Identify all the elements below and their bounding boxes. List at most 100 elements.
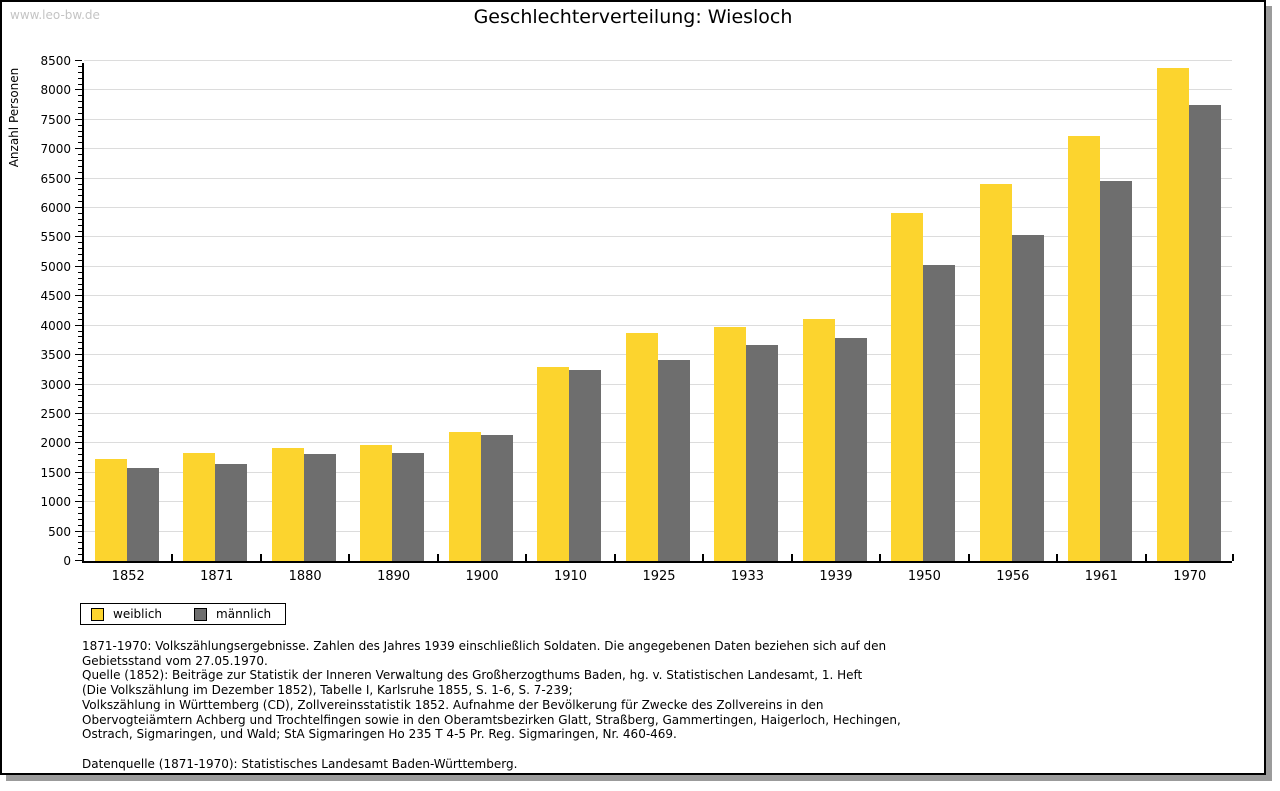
y-minor-tick (78, 454, 82, 456)
y-minor-tick (78, 424, 82, 426)
x-label-1956: 1956 (996, 569, 1030, 584)
bar-männlich-1900 (480, 435, 513, 561)
y-minor-tick (78, 448, 82, 450)
y-minor-tick (78, 260, 82, 261)
gridline-y-7000 (84, 148, 1232, 150)
x-boundary-tick (525, 554, 528, 561)
note-line: Quelle (1852): Beiträge zur Statistik de… (82, 668, 863, 683)
y-tick-0 (75, 560, 82, 561)
bar-weiblich-1950 (891, 213, 924, 561)
y-minor-tick (78, 277, 82, 279)
y-minor-tick (78, 548, 82, 550)
y-tick-label-0: 0 (63, 554, 71, 568)
x-boundary-tick (967, 554, 970, 561)
y-minor-tick (78, 395, 82, 397)
y-minor-tick (78, 165, 82, 167)
y-minor-tick (78, 171, 82, 173)
y-minor-tick (78, 189, 82, 191)
y-minor-tick (78, 377, 82, 379)
y-tick-3500 (75, 354, 82, 356)
y-tick-label-4500: 4500 (40, 289, 71, 304)
y-minor-tick (78, 224, 82, 226)
y-minor-tick (78, 71, 82, 73)
y-minor-tick (78, 160, 82, 161)
y-tick-3000 (75, 383, 82, 385)
y-minor-tick (78, 507, 82, 509)
note-line: Gebietsstand vom 27.05.1970. (82, 653, 268, 668)
y-minor-tick (78, 483, 82, 485)
bar-männlich-1961 (1100, 181, 1133, 561)
y-tick-4500 (75, 295, 82, 297)
chart-title: Geschlechterverteilung: Wiesloch (473, 6, 793, 28)
note-spacer (82, 742, 901, 757)
y-minor-tick (78, 307, 82, 309)
note-datasource: Datenquelle (1871-1970): Statistisches L… (82, 756, 518, 771)
y-minor-tick (78, 142, 82, 144)
x-boundary-tick (436, 554, 439, 561)
y-axis-title: Anzahl Personen (7, 67, 21, 168)
y-minor-tick (78, 95, 82, 97)
y-tick-label-7000: 7000 (40, 142, 71, 157)
note-line: Obervogteiämtern Achberg und Trochtelfin… (82, 712, 901, 727)
bar-männlich-1950 (923, 265, 956, 561)
x-boundary-tick (613, 554, 616, 561)
x-label-1871: 1871 (200, 569, 234, 584)
x-label-1925: 1925 (642, 569, 676, 584)
x-label-1970: 1970 (1173, 569, 1207, 584)
y-minor-tick (78, 430, 82, 432)
gridline-y-8000 (84, 89, 1232, 91)
y-tick-2000 (75, 442, 82, 444)
bar-männlich-1939 (834, 337, 867, 561)
y-minor-tick (78, 536, 82, 538)
gridline-y-7500 (84, 118, 1232, 120)
y-tick-label-5500: 5500 (40, 230, 71, 245)
y-minor-tick (78, 230, 82, 232)
y-minor-tick (78, 107, 82, 109)
y-minor-tick (78, 512, 82, 514)
x-label-1950: 1950 (907, 569, 941, 584)
y-tick-label-1000: 1000 (40, 495, 71, 510)
x-boundary-tick (879, 554, 882, 561)
bar-männlich-1910 (569, 370, 602, 561)
y-minor-tick (78, 130, 82, 132)
bar-weiblich-1961 (1068, 136, 1101, 561)
y-minor-tick (78, 460, 82, 461)
bar-weiblich-1910 (537, 367, 570, 561)
y-minor-tick (78, 518, 82, 520)
y-tick-label-2500: 2500 (40, 406, 71, 421)
legend-item-weiblich: weiblich (91, 607, 162, 621)
y-minor-tick (78, 271, 82, 273)
y-tick-8000 (75, 89, 82, 91)
y-tick-8500 (75, 60, 82, 61)
y-tick-label-500: 500 (48, 524, 71, 539)
y-minor-tick (78, 348, 82, 350)
legend-item-maennlich: männlich (194, 607, 271, 621)
y-tick-2500 (75, 412, 82, 414)
y-minor-tick (78, 154, 82, 156)
y-tick-label-7500: 7500 (40, 112, 71, 127)
y-minor-tick (78, 342, 82, 344)
y-minor-tick (78, 371, 82, 373)
y-minor-tick (78, 336, 82, 338)
y-minor-tick (78, 389, 82, 391)
x-label-1890: 1890 (377, 569, 411, 584)
bar-weiblich-1939 (802, 318, 835, 561)
bar-männlich-1890 (392, 453, 425, 561)
y-tick-5000 (75, 265, 82, 267)
bar-weiblich-1956 (979, 183, 1012, 561)
x-boundary-tick (1232, 554, 1234, 561)
y-minor-tick (78, 418, 82, 420)
y-tick-6500 (75, 177, 82, 179)
legend-label-maennlich: männlich (216, 607, 272, 621)
bar-weiblich-1900 (448, 432, 481, 561)
y-minor-tick (78, 360, 82, 361)
x-boundary-tick (1056, 554, 1059, 561)
watermark-url: www.leo-bw.de (10, 8, 100, 22)
gridline-y-4500 (84, 295, 1232, 297)
gridline-y-3500 (84, 354, 1232, 356)
y-minor-tick (78, 112, 82, 114)
legend-swatch-weiblich (91, 607, 104, 621)
source-notes: 1871-1970: Volkszählungsergebnisse. Zahl… (82, 639, 901, 771)
bar-weiblich-1871 (183, 452, 216, 561)
